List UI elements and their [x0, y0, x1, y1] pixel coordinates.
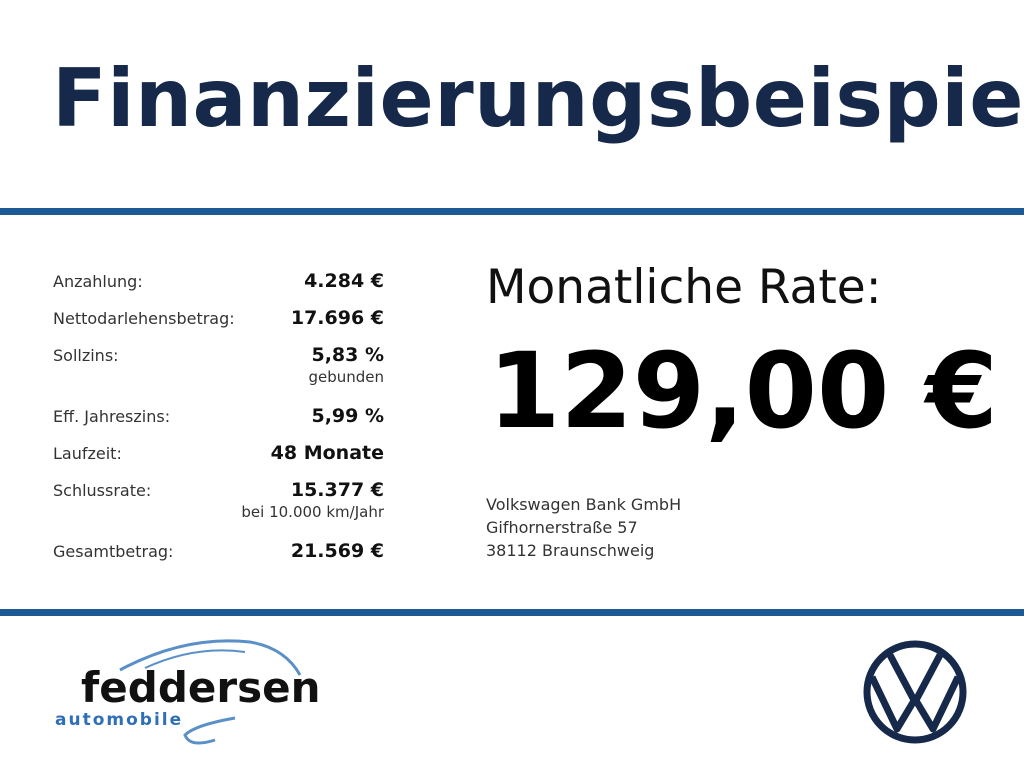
dealer-logo: feddersen automobile [55, 639, 320, 745]
detail-note: gebunden [308, 368, 384, 386]
bank-line: Gifhornerstraße 57 [486, 518, 638, 537]
rate-label: Monatliche Rate: [486, 260, 882, 315]
detail-label: Laufzeit: [53, 444, 122, 463]
dealer-name: feddersen [81, 663, 320, 712]
title: Finanzierungsbeispiel [52, 52, 1024, 145]
detail-value: 48 Monate [270, 442, 384, 464]
detail-value: 21.569 € [290, 540, 384, 562]
detail-label: Nettodarlehensbetrag: [53, 309, 235, 328]
detail-note: bei 10.000 km/Jahr [241, 503, 384, 521]
vw-logo [863, 640, 967, 744]
divider [0, 208, 1024, 215]
detail-label: Sollzins: [53, 346, 119, 365]
detail-value: 5,99 % [311, 405, 384, 427]
bank-line: 38112 Braunschweig [486, 541, 655, 560]
detail-label: Eff. Jahreszins: [53, 407, 171, 426]
detail-label: Anzahlung: [53, 272, 143, 291]
detail-value: 15.377 € [290, 479, 384, 501]
bank-line: Volkswagen Bank GmbH [486, 495, 682, 514]
logo-swoosh [119, 639, 302, 676]
logo-swoosh [144, 649, 246, 669]
logo-v [886, 653, 944, 706]
detail-value: 17.696 € [290, 307, 384, 329]
logo-swoosh [183, 716, 236, 745]
divider [0, 609, 1024, 616]
detail-value: 4.284 € [304, 270, 384, 292]
detail-value: 5,83 % [311, 344, 384, 366]
logo-w [868, 675, 962, 733]
dealer-tagline: automobile [55, 710, 183, 730]
rate-value: 129,00 € [488, 330, 998, 452]
detail-label: Gesamtbetrag: [53, 542, 174, 561]
detail-label: Schlussrate: [53, 481, 152, 500]
logo-ring [863, 640, 967, 744]
